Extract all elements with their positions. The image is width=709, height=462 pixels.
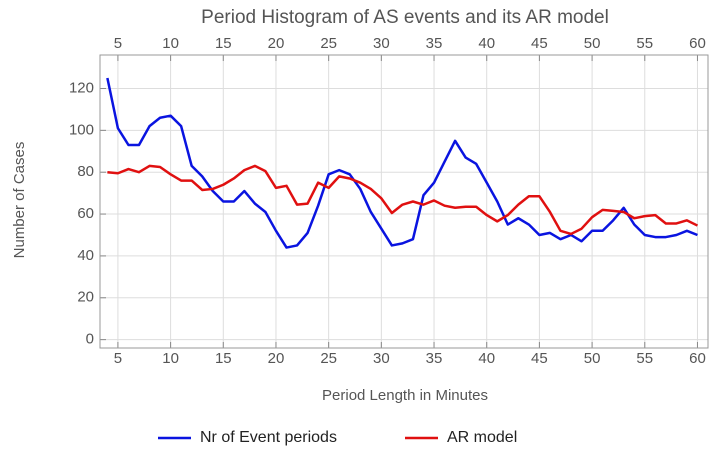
x-tick-label: 35 [426,350,443,367]
x-tick-label: 5 [114,350,122,367]
x-tick-label: 10 [162,350,179,367]
x-tick-label-top: 35 [426,35,443,52]
x-tick-label-top: 55 [636,35,653,52]
plot-frame [99,54,709,349]
y-tick-label: 120 [69,79,94,96]
legend-label: AR model [447,429,517,446]
x-tick-label-top: 20 [268,35,285,52]
x-tick-label-top: 60 [689,35,706,52]
x-tick-label-top: 45 [531,35,548,52]
y-tick-label: 40 [77,247,94,264]
x-tick-label-top: 25 [320,35,337,52]
x-tick-label: 40 [478,350,495,367]
x-axis-label: Period Length in Minutes [322,387,488,404]
y-tick-label: 20 [77,289,94,306]
x-tick-label: 45 [531,350,548,367]
x-tick-label: 15 [215,350,232,367]
x-tick-label-top: 15 [215,35,232,52]
x-tick-label: 60 [689,350,706,367]
x-tick-label: 25 [320,350,337,367]
x-tick-label-top: 40 [478,35,495,52]
x-tick-label: 30 [373,350,390,367]
legend-label: Nr of Event periods [200,429,337,446]
x-tick-label-top: 10 [162,35,179,52]
x-tick-label: 55 [636,350,653,367]
x-tick-label-top: 5 [114,35,122,52]
y-tick-label: 80 [77,163,94,180]
series-line [106,77,698,249]
x-tick-label-top: 50 [584,35,601,52]
y-tick-label: 0 [86,331,94,348]
y-tick-label: 60 [77,205,94,222]
chart-title: Period Histogram of AS events and its AR… [201,7,609,28]
x-tick-label-top: 30 [373,35,390,52]
y-tick-label: 100 [69,121,94,138]
x-tick-label: 20 [268,350,285,367]
series-line [107,164,699,236]
y-axis-label: Number of Cases [11,142,28,259]
x-tick-label: 50 [584,350,601,367]
